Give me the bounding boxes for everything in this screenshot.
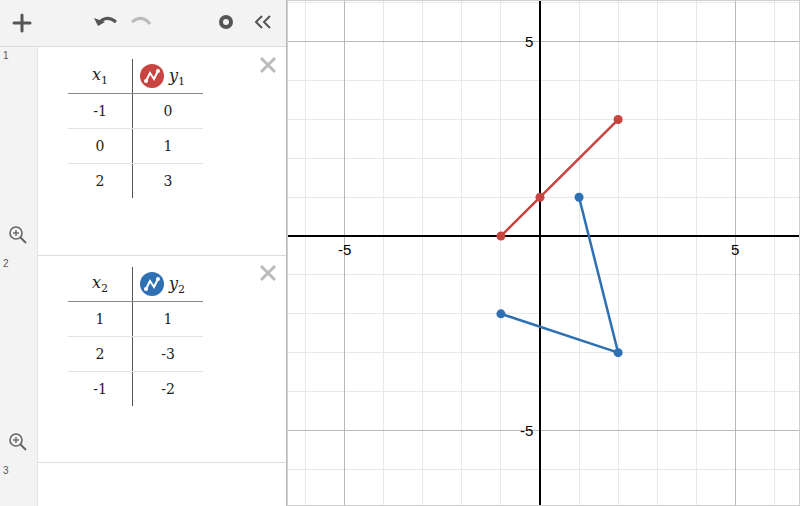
html-text:3: 3 [163,173,173,189]
html-text:x1: x1 [92,64,108,88]
html-text:0: 0 [95,138,105,154]
html-text:2: 2 [95,173,105,189]
html-text:2: 2 [3,258,9,269]
html-text:-2: -2 [161,381,175,397]
html-text:3: 3 [3,465,9,476]
html-text:1: 1 [95,311,105,327]
svg-text:-5: -5 [338,241,351,258]
html-text:1: 1 [163,138,173,154]
html-text:x2: x2 [92,272,108,296]
html-text:1: 1 [3,50,9,61]
html-text:y1: y1 [169,65,185,88]
html-text:1: 1 [163,311,173,327]
svg-text:5: 5 [731,241,739,258]
html-text:-1: -1 [93,103,107,119]
html-text:-3: -3 [161,346,175,362]
html-text:-1: -1 [93,381,107,397]
svg-text:-5: -5 [520,422,533,439]
html-text:y2: y2 [169,273,185,296]
svg-text:5: 5 [525,33,533,50]
html-text:2: 2 [95,346,105,362]
html-text:0: 0 [163,103,173,119]
